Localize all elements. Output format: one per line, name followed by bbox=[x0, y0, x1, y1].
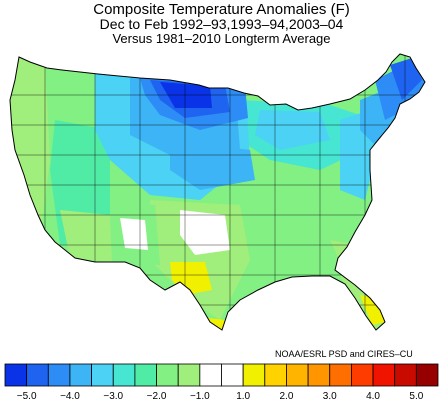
colorbar-tick-label: −5.0 bbox=[16, 391, 37, 402]
colorbar-swatch bbox=[221, 363, 244, 387]
colorbar-tick-label: −1.0 bbox=[189, 391, 210, 402]
colorbar-tick-label: −3.0 bbox=[103, 391, 124, 402]
colorbar-swatch bbox=[286, 363, 309, 387]
colorbar-swatch bbox=[26, 363, 49, 387]
colorbar-swatch bbox=[134, 363, 157, 387]
colorbar-tick-label: 1.0 bbox=[236, 391, 251, 402]
map-baseline: Versus 1981–2010 Longterm Average bbox=[112, 31, 331, 46]
map-title: Composite Temperature Anomalies (F) bbox=[93, 1, 350, 18]
colorbar-tick-label: 2.0 bbox=[279, 391, 294, 402]
colorbar-swatch bbox=[242, 363, 266, 387]
colorbar-swatch bbox=[350, 363, 374, 387]
colorbar-swatch bbox=[112, 363, 136, 387]
colorbar-swatch bbox=[91, 363, 114, 387]
colorbar-tick-label: 5.0 bbox=[409, 391, 424, 402]
colorbar-swatch bbox=[69, 363, 92, 387]
colorbar-tick-label: −4.0 bbox=[60, 391, 80, 402]
colorbar-swatch bbox=[394, 363, 417, 387]
colorbar-swatch bbox=[372, 363, 396, 387]
colorbar-tick-label: 3.0 bbox=[322, 391, 337, 402]
colorbar-swatch bbox=[307, 363, 331, 387]
map-period: Dec to Feb 1992–93,1993–94,2003–04 bbox=[99, 16, 344, 32]
colorbar-swatch bbox=[47, 363, 71, 387]
colorbar-swatch bbox=[156, 363, 179, 387]
data-source-credit: NOAA/ESRL PSD and CIRES–CU bbox=[275, 349, 413, 359]
colorbar-swatch bbox=[329, 363, 352, 387]
colorbar-tick-label: −2.0 bbox=[146, 391, 167, 402]
colorbar-swatch bbox=[177, 363, 201, 387]
colorbar-swatch bbox=[415, 363, 439, 387]
colorbar-tick-label: 4.0 bbox=[366, 391, 380, 402]
colorbar-swatch bbox=[199, 363, 222, 387]
colorbar-swatch bbox=[4, 363, 28, 387]
colorbar-swatch bbox=[264, 363, 287, 387]
